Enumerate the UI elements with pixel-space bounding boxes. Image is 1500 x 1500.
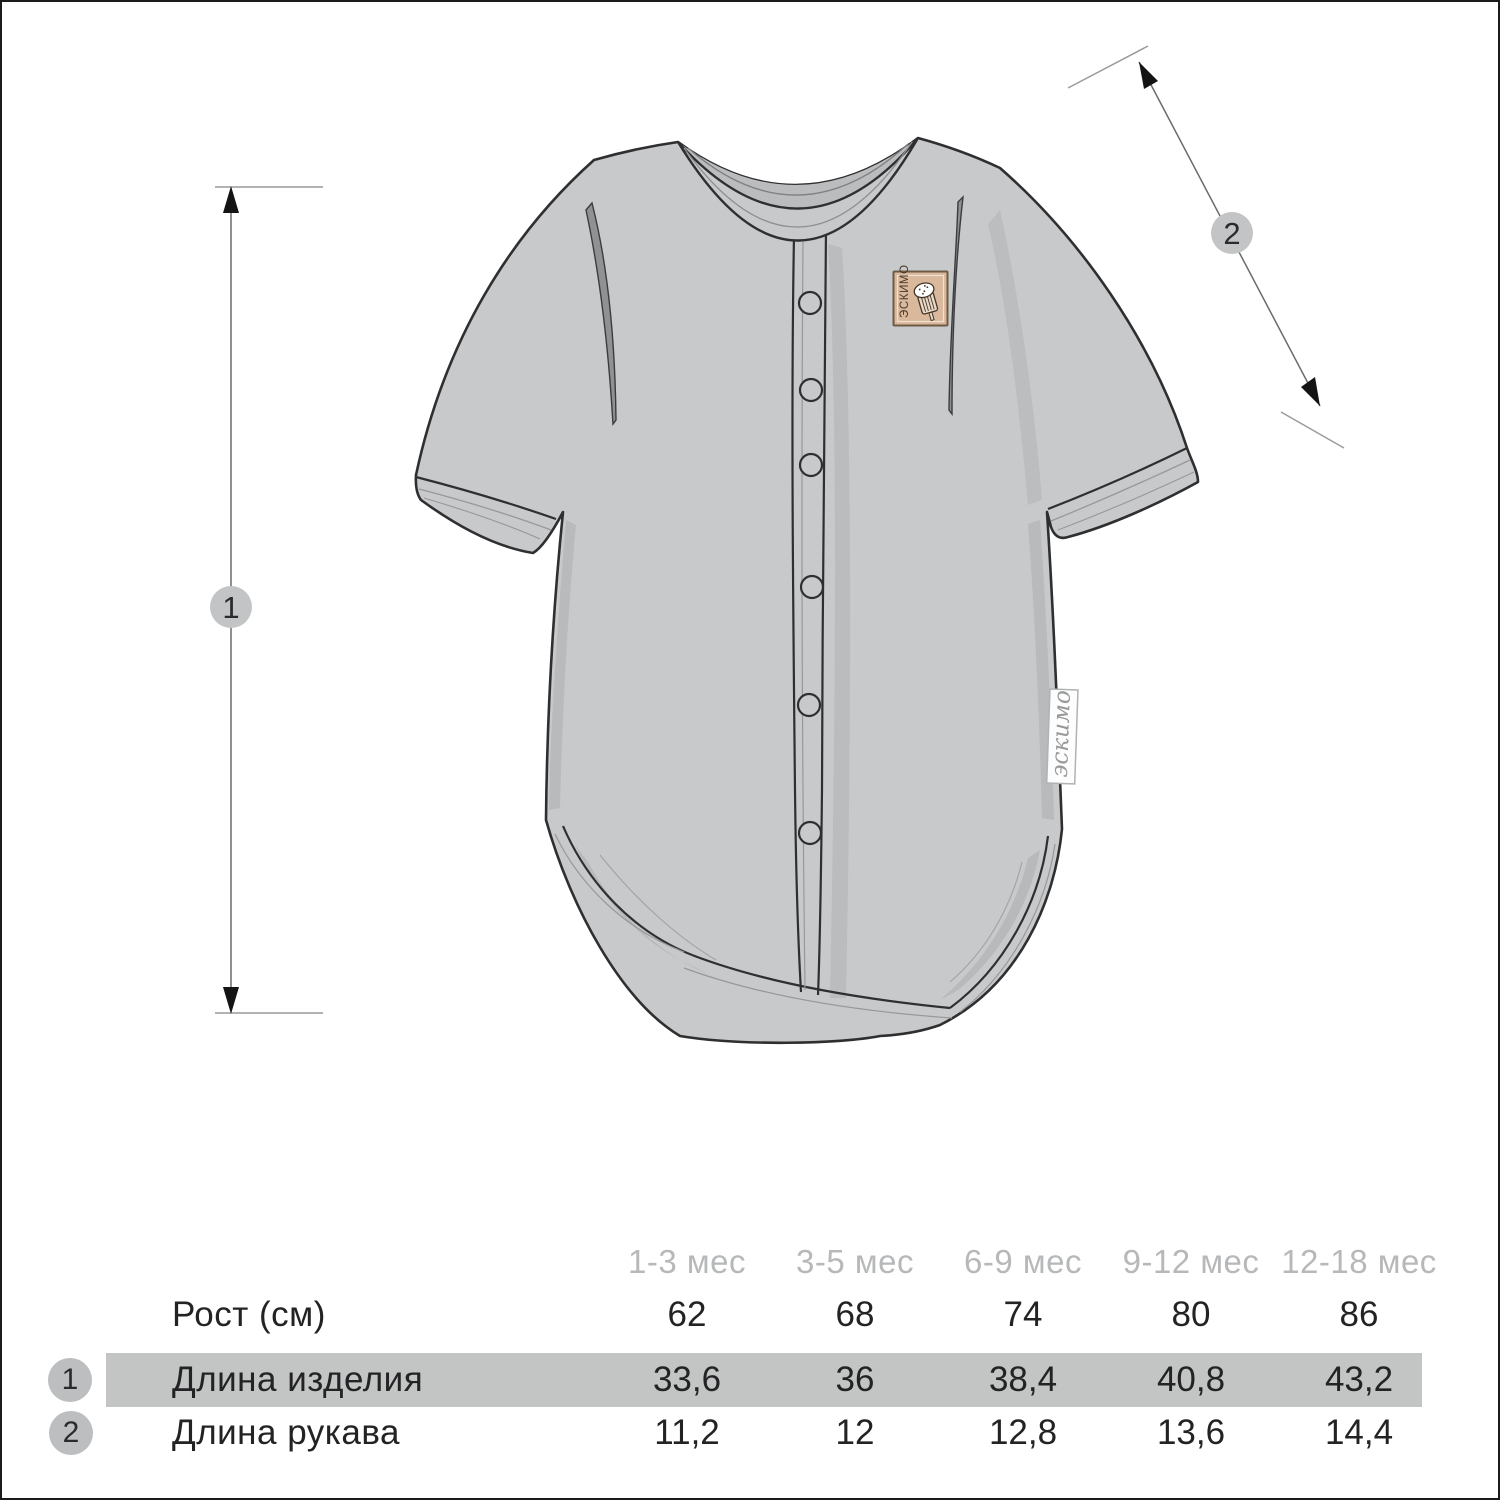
bodysuit-garment: ЭСКИМО эски [414, 136, 1200, 1045]
neckline-binding [676, 137, 920, 242]
chest-patch-text: ЭСКИМО [899, 264, 911, 318]
row-label: Длина изделия [172, 1360, 424, 1399]
row-value: 11,2 [654, 1413, 720, 1452]
row-value: 33,6 [652, 1360, 722, 1399]
age-column-header: 6-9 мес [964, 1243, 1082, 1280]
dimension-marker-1-label: 1 [222, 590, 239, 625]
age-column-header: 1-3 мес [628, 1243, 746, 1280]
snap-button [797, 820, 823, 846]
row-label: Рост (см) [172, 1295, 326, 1334]
dimension-line-length: 1 [210, 186, 323, 1014]
front-placket [791, 227, 828, 996]
row-value: 14,4 [1324, 1413, 1394, 1452]
row-value: 74 [1003, 1295, 1043, 1334]
row-value: 80 [1171, 1295, 1211, 1334]
side-seam-tag: эскимо [1045, 688, 1079, 785]
left-leg-binding [561, 825, 693, 957]
snap-button [798, 452, 824, 478]
row-value: 86 [1339, 1295, 1379, 1334]
table-row-sleeve-length: Длина рукава 11,2 12 12,8 13,6 14,4 [106, 1407, 1446, 1459]
row-value: 38,4 [988, 1360, 1058, 1399]
age-column-header: 9-12 мес [1122, 1243, 1260, 1280]
row-value: 12,8 [988, 1413, 1058, 1452]
right-armhole-seam [948, 195, 964, 417]
row-value: 68 [835, 1295, 875, 1334]
dimension-marker-2 [1211, 212, 1253, 254]
row-value: 36 [835, 1360, 875, 1399]
table-row-marker-2: 2 [49, 1411, 93, 1455]
row-value: 62 [667, 1295, 707, 1334]
table-row-height: Рост (см) 62 68 74 80 86 [106, 1288, 1446, 1342]
crotch-binding [691, 953, 951, 1010]
table-row-marker-1: 1 [48, 1358, 92, 1402]
row-value: 40,8 [1156, 1360, 1226, 1399]
arrowhead-up [223, 186, 239, 213]
side-tag-text: эскимо [1047, 690, 1076, 778]
snap-button [796, 692, 822, 718]
right-leg-binding [949, 835, 1050, 1009]
dimension-line-sleeve: 2 [1067, 45, 1345, 449]
row-label: Длина рукава [172, 1413, 400, 1452]
chest-brand-patch: ЭСКИМО [892, 264, 949, 327]
size-table-header-row: 1-3 мес 3-5 мес 6-9 мес 9-12 мес 12-18 м… [106, 1238, 1446, 1286]
left-armhole-seam [585, 201, 617, 426]
popsicle-icon [913, 282, 939, 322]
dimension-marker-2-label: 2 [1223, 216, 1240, 251]
age-column-header: 12-18 мес [1281, 1243, 1437, 1280]
snap-button [797, 290, 823, 316]
row-value: 43,2 [1324, 1360, 1394, 1399]
row-value: 12 [835, 1413, 875, 1452]
dimension-marker-1 [210, 586, 252, 628]
arrowhead-down [223, 987, 239, 1014]
age-column-header: 3-5 мес [796, 1243, 914, 1280]
arrowhead-down-right [1301, 377, 1320, 406]
sleeve-cuffs [415, 447, 1195, 540]
arrowhead-up-left [1139, 62, 1158, 89]
row-value: 13,6 [1156, 1413, 1226, 1452]
snap-button [798, 377, 824, 403]
highlight-band [106, 1353, 1422, 1407]
snap-button [799, 574, 825, 600]
table-row-product-length: Длина изделия 33,6 36 38,4 40,8 43,2 [106, 1353, 1446, 1407]
